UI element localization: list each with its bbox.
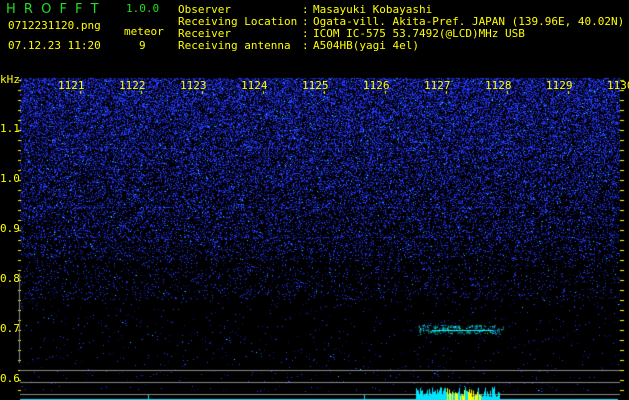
y-tick-label: 0.6 bbox=[0, 372, 20, 385]
y-tick-label: 0.8 bbox=[0, 272, 20, 285]
info-label: Observer bbox=[178, 3, 231, 16]
x-tick-label: 1126 bbox=[363, 79, 390, 92]
info-colon: : bbox=[302, 39, 309, 52]
info-value: ICOM IC-575 53.7492(@LCD)MHz USB bbox=[313, 27, 525, 40]
y-tick-label: 0.7 bbox=[0, 322, 20, 335]
info-value: Masayuki Kobayashi bbox=[313, 3, 433, 16]
y-tick-label: 0.9 bbox=[0, 222, 20, 235]
info-label: Receiver bbox=[178, 27, 231, 40]
app-logo: H R O F F T bbox=[6, 2, 101, 17]
x-tick-label: 1128 bbox=[485, 79, 512, 92]
y-tick-label: 1.1 bbox=[0, 122, 20, 135]
x-tick-label: 1122 bbox=[119, 79, 146, 92]
x-tick-label: 1127 bbox=[424, 79, 451, 92]
info-label: Receiving Location bbox=[178, 15, 298, 28]
y-tick-label: 1.0 bbox=[0, 172, 20, 185]
file-name: 0712231120.png bbox=[8, 19, 101, 32]
info-colon: : bbox=[302, 15, 309, 28]
x-tick-label: 1125 bbox=[302, 79, 329, 92]
info-value: A504HB(yagi 4el) bbox=[313, 39, 419, 52]
x-tick-label: 1121 bbox=[58, 79, 85, 92]
datetime: 07.12.23 11:20 bbox=[8, 39, 101, 52]
info-colon: : bbox=[302, 27, 309, 40]
info-colon: : bbox=[302, 3, 309, 16]
meteor-count: 9 bbox=[139, 39, 146, 52]
info-label: Receiving antenna bbox=[178, 39, 291, 52]
x-tick-label: 1130 bbox=[607, 79, 629, 92]
x-tick-label: 1129 bbox=[546, 79, 573, 92]
meteor-label: meteor bbox=[124, 25, 164, 38]
y-unit: kHz bbox=[0, 73, 20, 86]
info-value: Ogata-vill. Akita-Pref. JAPAN (139.96E, … bbox=[313, 15, 625, 28]
x-tick-label: 1124 bbox=[241, 79, 268, 92]
app-version: 1.0.0 bbox=[126, 2, 160, 15]
x-tick-label: 1123 bbox=[180, 79, 207, 92]
